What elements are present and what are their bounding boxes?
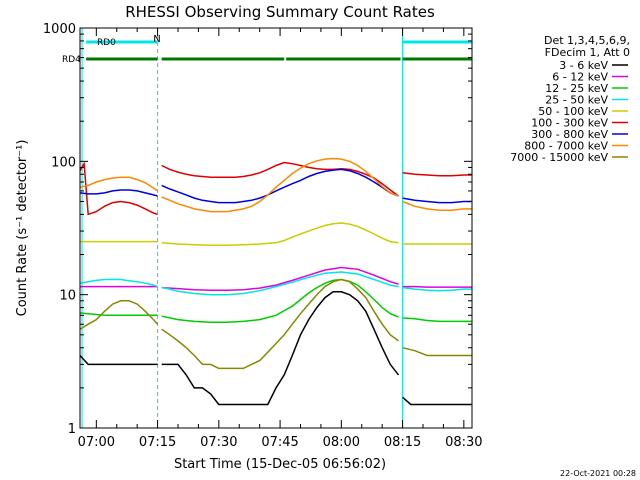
x-tick-label: 08:30 [445,435,482,450]
chart-title: RHESSI Observing Summary Count Rates [125,3,435,21]
legend-label-3-6keV: 3 - 6 keV [559,59,608,72]
x-tick-label: 08:00 [323,435,360,450]
x-tick-label: 08:15 [384,435,421,450]
y-tick-label: 1 [68,422,76,437]
x-tick-label: 07:30 [200,435,237,450]
series-line-3-6keV [402,396,472,406]
series-line-50-100keV [161,222,399,246]
series-line-3-6keV [79,354,158,366]
series-line-800-7000keV [161,157,399,213]
x-tick-label: 07:00 [78,435,115,450]
legend-label-25-50keV: 25 - 50 keV [545,94,608,107]
legend: Det 1,3,4,5,6,9, FDecim 1, Att 0 3 - 6 k… [510,34,630,164]
legend-label-50-100keV: 50 - 100 keV [538,105,608,118]
flag-label-N: N [153,34,160,45]
series-line-800-7000keV [79,176,159,192]
series-line-100-300keV [402,172,472,177]
series-line-25-50keV [161,271,399,296]
series-line-7000-15000keV [79,300,159,330]
series-line-12-25keV [161,278,399,324]
legend-header-line-1: Det 1,3,4,5,6,9, [544,34,630,47]
y-tick-label: 1000 [43,22,76,37]
series-line-100-300keV [161,161,399,197]
flag-label-RD0: RD0 [97,38,116,48]
series-line-300-800keV [79,189,158,197]
y-axis-label: Count Rate (s⁻¹ detector⁻¹) [15,140,30,317]
series-line-25-50keV [79,278,158,288]
legend-label-100-300keV: 100 - 300 keV [531,117,608,130]
series-line-3-6keV [161,291,400,406]
plot-frame [79,27,473,429]
series-line-7000-15000keV [402,346,472,357]
flag-label-RD4: RD4 [62,55,81,65]
y-tick-label: 100 [51,155,76,170]
legend-label-300-800keV: 300 - 800 keV [531,128,608,141]
x-axis-label: Start Time (15-Dec-05 06:56:02) [174,457,386,472]
series-line-6-12keV [402,285,472,288]
legend-label-800-7000keV: 800 - 7000 keV [524,140,608,153]
series-line-7000-15000keV [161,278,399,370]
legend-label-7000-15000keV: 7000 - 15000 keV [510,151,608,164]
x-tick-label: 07:45 [261,435,298,450]
series-line-300-800keV [402,197,472,204]
series-line-6-12keV [161,266,399,291]
y-tick-label: 10 [59,289,76,304]
series-line-300-800keV [161,168,399,204]
series-line-12-25keV [79,312,158,317]
x-tick-label: 07:15 [139,435,176,450]
series-line-100-300keV [79,161,158,216]
series-line-12-25keV [402,317,472,323]
footer-date: 22-Oct-2021 00:28 [560,469,636,478]
legend-label-12-25keV: 12 - 25 keV [545,82,608,95]
legend-label-6-12keV: 6 - 12 keV [552,71,608,84]
series-line-25-50keV [402,286,472,292]
legend-header-line-2: FDecim 1, Att 0 [545,46,630,59]
series-line-800-7000keV [402,200,472,211]
